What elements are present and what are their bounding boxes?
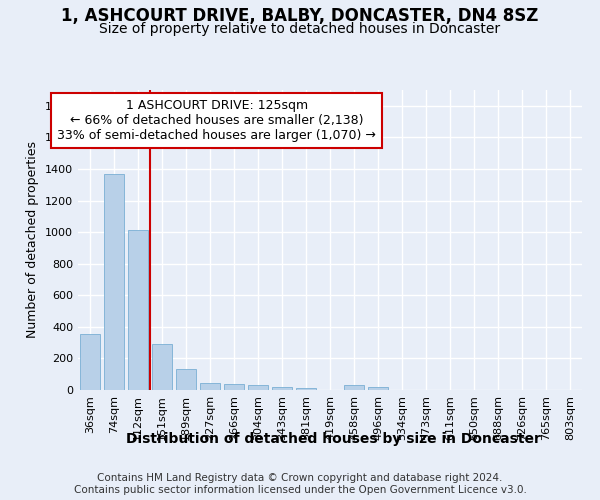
Bar xyxy=(152,344,172,390)
Bar xyxy=(248,386,268,390)
Bar xyxy=(344,386,364,390)
Text: Contains HM Land Registry data © Crown copyright and database right 2024.
Contai: Contains HM Land Registry data © Crown c… xyxy=(74,474,526,495)
Bar xyxy=(176,370,196,390)
Y-axis label: Number of detached properties: Number of detached properties xyxy=(26,142,40,338)
Text: Size of property relative to detached houses in Doncaster: Size of property relative to detached ho… xyxy=(100,22,500,36)
Bar xyxy=(128,230,148,390)
Text: 1, ASHCOURT DRIVE, BALBY, DONCASTER, DN4 8SZ: 1, ASHCOURT DRIVE, BALBY, DONCASTER, DN4… xyxy=(61,8,539,26)
Text: 1 ASHCOURT DRIVE: 125sqm
← 66% of detached houses are smaller (2,138)
33% of sem: 1 ASHCOURT DRIVE: 125sqm ← 66% of detach… xyxy=(57,99,376,142)
Bar xyxy=(80,334,100,390)
Bar xyxy=(368,387,388,390)
Bar xyxy=(296,388,316,390)
Bar xyxy=(224,384,244,390)
Bar xyxy=(200,384,220,390)
Bar xyxy=(272,387,292,390)
Text: Distribution of detached houses by size in Doncaster: Distribution of detached houses by size … xyxy=(125,432,541,446)
Bar xyxy=(104,174,124,390)
